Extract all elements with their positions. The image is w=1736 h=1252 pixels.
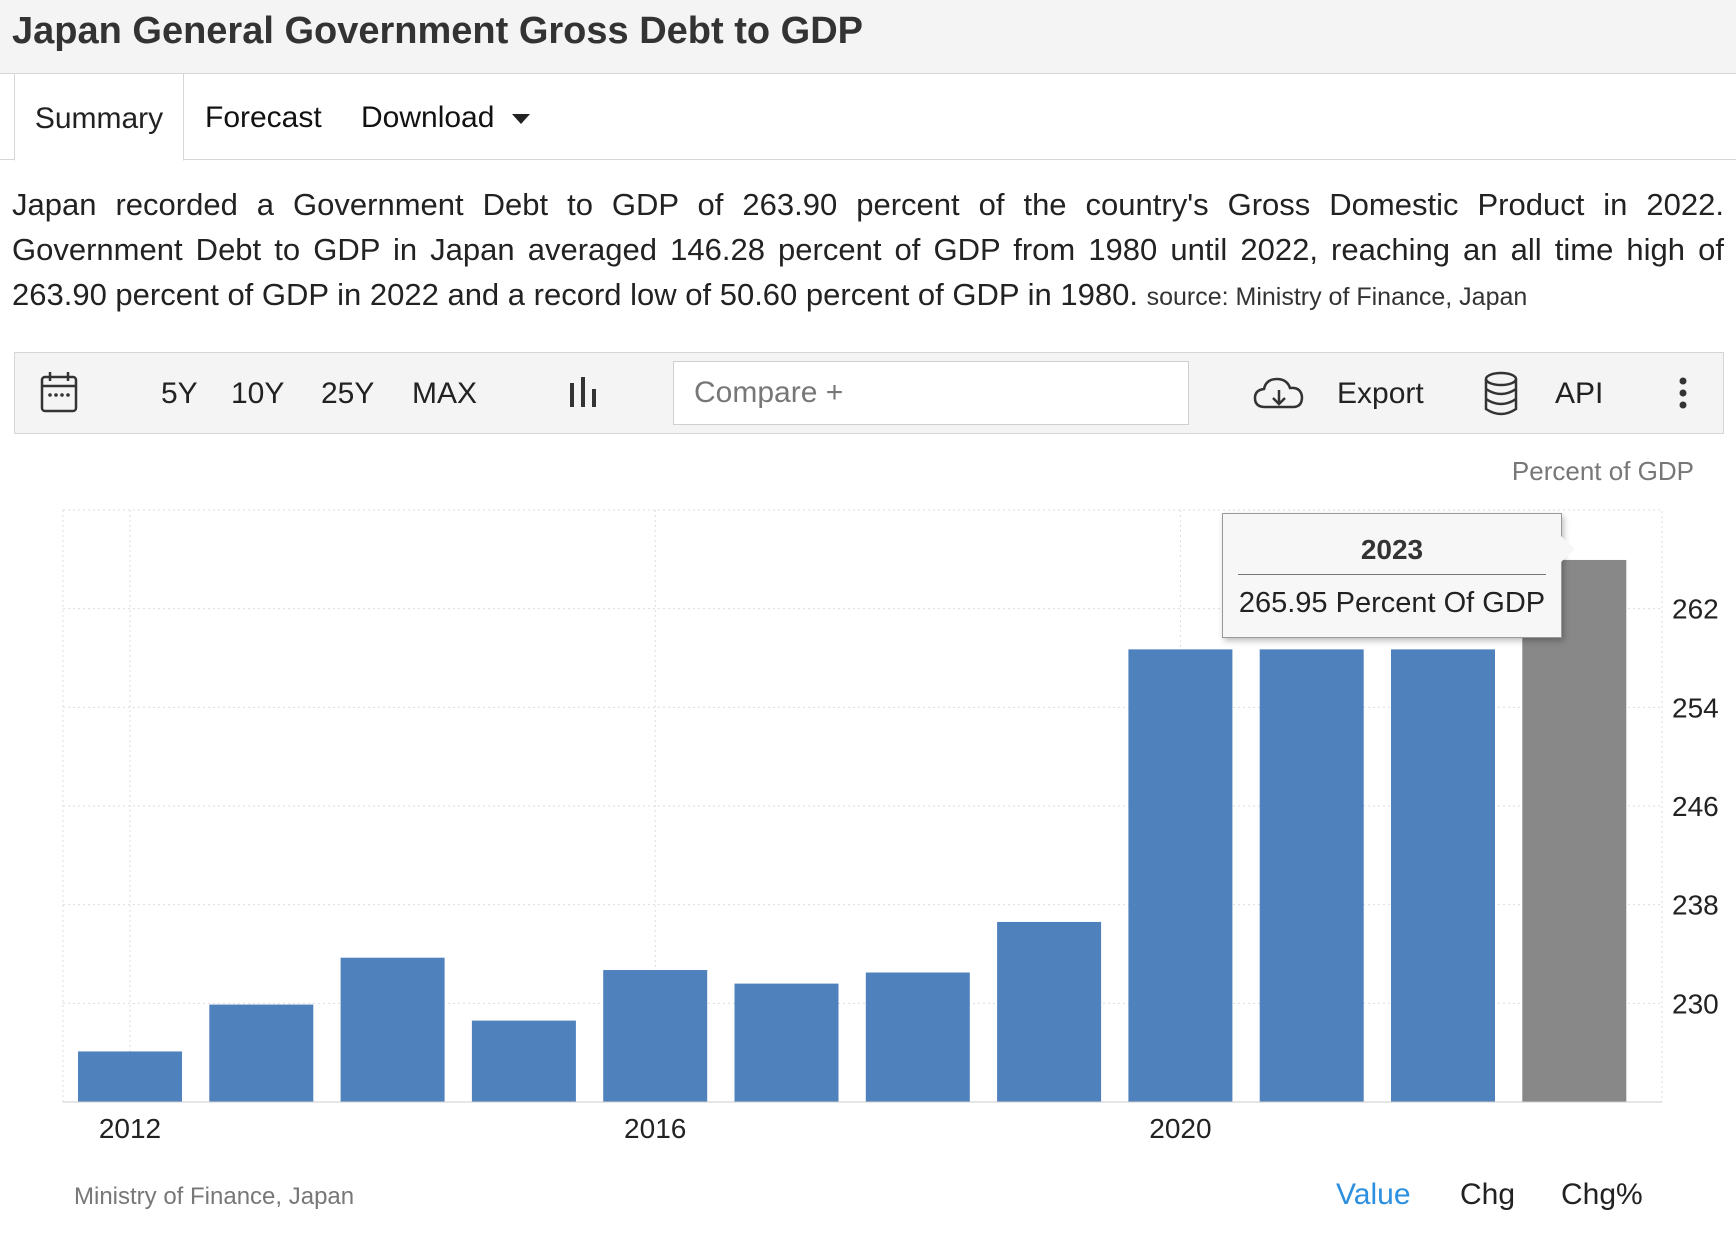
bar-2013[interactable] (209, 1004, 314, 1102)
more-vertical-icon[interactable] (1677, 353, 1689, 433)
chart-toolbar: 5Y 10Y 25Y MAX Export API (14, 352, 1724, 434)
tab-bar: Summary Forecast Download (0, 73, 1736, 161)
bar-2012[interactable] (78, 1051, 182, 1102)
tab-summary[interactable]: Summary (14, 73, 184, 161)
y-tick-label: 262 (1672, 594, 1719, 625)
caret-down-icon (512, 114, 531, 125)
bar-chart: 230 238 246 254 262 2012 2016 2020 (62, 509, 1719, 1140)
title-bar: Japan General Government Gross Debt to G… (0, 0, 1736, 74)
compare-input[interactable] (673, 361, 1189, 425)
tab-summary-label: Summary (34, 102, 164, 135)
y-tick-label: 246 (1672, 791, 1719, 822)
tab-download[interactable]: Download (361, 73, 531, 159)
bar-2014[interactable] (340, 957, 445, 1102)
mode-chg-button[interactable]: Chg (1460, 1178, 1516, 1211)
bar-chart-icon[interactable] (567, 353, 601, 433)
range-25y-button[interactable]: 25Y (321, 377, 375, 410)
summary-source: source: Ministry of Finance, Japan (1146, 283, 1528, 311)
bar-2022[interactable] (1391, 649, 1495, 1102)
range-5y-button[interactable]: 5Y (161, 377, 198, 410)
bar-2017[interactable] (734, 983, 839, 1102)
page-title: Japan General Government Gross Debt to G… (12, 10, 863, 52)
tooltip-title: 2023 (1360, 534, 1424, 565)
api-label: API (1555, 377, 1604, 410)
bar-2016[interactable] (603, 970, 708, 1102)
bar-2023[interactable] (1522, 559, 1627, 1102)
bar-2021[interactable] (1259, 649, 1364, 1102)
database-icon (1484, 371, 1518, 416)
y-tick-label: 230 (1672, 988, 1719, 1019)
tab-forecast[interactable]: Forecast (205, 73, 322, 159)
x-tick-label: 2020 (1149, 1113, 1211, 1140)
tooltip-divider (1238, 574, 1546, 575)
x-tick-label: 2016 (624, 1113, 686, 1140)
range-max-button[interactable]: MAX (412, 377, 478, 410)
export-button[interactable]: Export (1253, 353, 1424, 433)
chart-tooltip: 2023 265.95 Percent Of GDP (1222, 513, 1575, 638)
api-button[interactable]: API (1483, 353, 1603, 433)
x-tick-label: 2012 (99, 1113, 161, 1140)
mode-value-button[interactable]: Value (1336, 1178, 1411, 1211)
export-label: Export (1337, 377, 1424, 410)
tab-forecast-label: Forecast (205, 101, 322, 134)
mode-chgpct-button[interactable]: Chg% (1561, 1178, 1643, 1211)
bar-2015[interactable] (471, 1020, 576, 1102)
tooltip-arrow (1561, 536, 1575, 562)
bar-2018[interactable] (865, 972, 970, 1103)
calendar-icon[interactable] (39, 353, 79, 433)
chart-units-label: Percent of GDP (1511, 456, 1694, 486)
y-tick-label: 254 (1672, 692, 1719, 723)
cloud-download-icon (1253, 377, 1304, 409)
bar-2019[interactable] (997, 921, 1102, 1102)
range-10y-button[interactable]: 10Y (231, 377, 285, 410)
footer-source: Ministry of Finance, Japan (74, 1183, 355, 1210)
bar-2020[interactable] (1128, 649, 1233, 1102)
tab-download-label: Download (361, 101, 495, 134)
summary-paragraph: Japan recorded a Government Debt to GDP … (12, 187, 1724, 312)
tooltip-value: 265.95 Percent Of GDP (1238, 587, 1546, 619)
y-tick-label: 238 (1672, 890, 1719, 921)
summary-text: Japan recorded a Government Debt to GDP … (12, 182, 1724, 320)
